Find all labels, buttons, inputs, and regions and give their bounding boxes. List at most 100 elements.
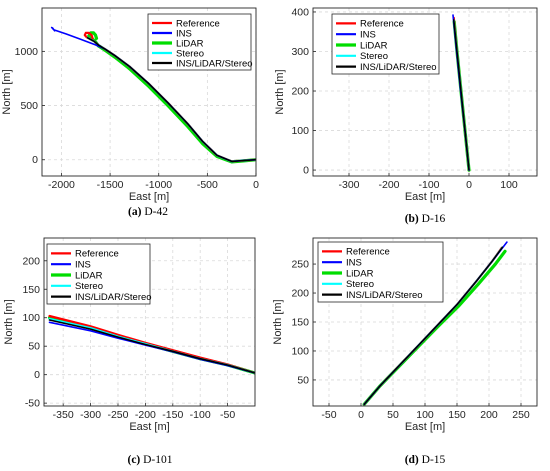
- panel-caption: (d) D-15: [405, 454, 446, 466]
- legend-entry: Stereo: [75, 281, 103, 292]
- panel-caption-text: D-16: [419, 213, 446, 225]
- x-tick-label: -350: [53, 409, 74, 421]
- x-tick-label: -100: [190, 409, 211, 421]
- x-axis-label: East [m]: [129, 421, 169, 433]
- legend-entry: Stereo: [176, 48, 204, 59]
- series-group: [362, 241, 508, 406]
- y-tick-label: 200: [22, 255, 40, 267]
- legend-entry: Stereo: [346, 279, 374, 290]
- x-tick-label: -100: [418, 179, 439, 191]
- y-tick-label: -50: [25, 398, 40, 410]
- y-tick-label: 1000: [15, 46, 39, 58]
- series-line-ins-lidar-stereo: [86, 36, 256, 163]
- legend-entry: INS: [176, 28, 192, 39]
- x-tick-label: -300: [338, 179, 359, 191]
- axes-frame: [312, 7, 538, 177]
- x-tick-label: -200: [378, 179, 399, 191]
- x-tick-label: -50: [220, 409, 235, 421]
- x-tick-label: 100: [416, 409, 434, 421]
- x-tick-label: 0: [466, 179, 472, 191]
- panel-caption: (a) D-42: [128, 206, 168, 218]
- series-line-ins-lidar-stereo: [48, 319, 255, 374]
- x-axis-label: East [m]: [405, 191, 445, 203]
- y-tick-label: 500: [20, 100, 38, 112]
- panel-caption-text: D-42: [141, 206, 168, 218]
- y-tick-label: 150: [22, 284, 40, 296]
- legend-entry: LiDAR: [75, 270, 103, 281]
- legend-entry: Stereo: [360, 51, 388, 62]
- x-tick-label: 250: [512, 409, 530, 421]
- x-tick-label: 150: [448, 409, 466, 421]
- x-tick-label: 0: [253, 179, 259, 191]
- x-tick-label: 50: [387, 409, 399, 421]
- series-group: [452, 14, 471, 172]
- x-tick-label: -1500: [97, 179, 124, 191]
- axes-frame: [43, 237, 256, 407]
- series-line-ins-lidar-stereo: [363, 246, 504, 406]
- panel-caption-text: D-101: [140, 454, 173, 466]
- legend-entry: INS: [360, 30, 376, 41]
- x-tick-label: 0: [358, 409, 364, 421]
- y-tick-label: 200: [291, 288, 309, 300]
- legend-entry: LiDAR: [176, 38, 204, 49]
- panel-caption: (b) D-16: [405, 213, 446, 225]
- y-tick-label: 50: [28, 341, 40, 353]
- legend-entry: INS/LiDAR/Stereo: [360, 62, 437, 73]
- y-tick-label: 300: [291, 46, 309, 58]
- y-axis-label: North [m]: [274, 69, 286, 114]
- y-tick-label: 200: [291, 86, 309, 98]
- axes-frame: [312, 237, 538, 407]
- y-axis-label: North [m]: [272, 299, 284, 344]
- y-tick-label: 50: [297, 374, 309, 386]
- legend-entry: LiDAR: [346, 268, 374, 279]
- x-tick-label: -2000: [48, 179, 75, 191]
- panel-caption-text: D-15: [419, 454, 446, 466]
- legend-entry: INS/LiDAR/Stereo: [176, 58, 253, 69]
- legend-entry: Reference: [360, 19, 404, 30]
- panel-caption: (c) D-101: [127, 454, 172, 466]
- legend-entry: INS: [346, 258, 362, 269]
- x-tick-label: 100: [500, 179, 518, 191]
- x-tick-label: -50: [321, 409, 336, 421]
- series-group: [50, 26, 256, 164]
- chart-panel: -300 -200 -100 0 100 0 100 200 300 400 East [m] Nor…: [274, 6, 538, 225]
- x-tick-label: -500: [197, 179, 218, 191]
- y-axis-label: North [m]: [3, 299, 15, 344]
- y-tick-label: 0: [32, 154, 38, 166]
- legend-entry: Reference: [346, 247, 390, 258]
- panel-caption-label: (a): [128, 206, 142, 218]
- x-axis-label: East [m]: [129, 191, 169, 203]
- x-tick-label: -250: [107, 409, 128, 421]
- x-tick-label: -150: [162, 409, 183, 421]
- x-tick-label: 200: [480, 409, 498, 421]
- legend-entry: Reference: [176, 18, 220, 29]
- chart-panel: -2000 -1500 -1000 -500 0 0 500 1000 East [m] Nort…: [1, 7, 259, 218]
- legend-entry: LiDAR: [360, 40, 388, 51]
- legend-entry: Reference: [75, 249, 119, 260]
- panel-caption-label: (d): [405, 454, 419, 466]
- chart-panel: -50 0 50 100 150 200 250 50 100 150 200 250 East [m]…: [272, 237, 538, 466]
- y-tick-label: 0: [303, 165, 309, 177]
- y-tick-label: 100: [22, 312, 40, 324]
- x-tick-label: -200: [135, 409, 156, 421]
- y-tick-label: 400: [291, 6, 309, 18]
- y-axis-label: North [m]: [1, 69, 13, 114]
- chart-panel: -350 -300 -250 -200 -150 -100 -50 -50 0 50 100 150 2…: [3, 237, 256, 466]
- series-line-ins-lidar-stereo: [452, 19, 470, 171]
- legend-entry: INS: [75, 260, 91, 271]
- y-tick-label: 100: [291, 345, 309, 357]
- legend-entry: INS/LiDAR/Stereo: [75, 292, 152, 303]
- x-tick-label: -300: [80, 409, 101, 421]
- axes-frame: [41, 7, 257, 177]
- series-group: [47, 314, 255, 375]
- panel-caption-label: (c): [127, 454, 140, 466]
- y-tick-label: 100: [291, 125, 309, 137]
- y-tick-label: 0: [34, 369, 40, 381]
- legend-entry: INS/LiDAR/Stereo: [346, 290, 423, 301]
- y-tick-label: 150: [291, 317, 309, 329]
